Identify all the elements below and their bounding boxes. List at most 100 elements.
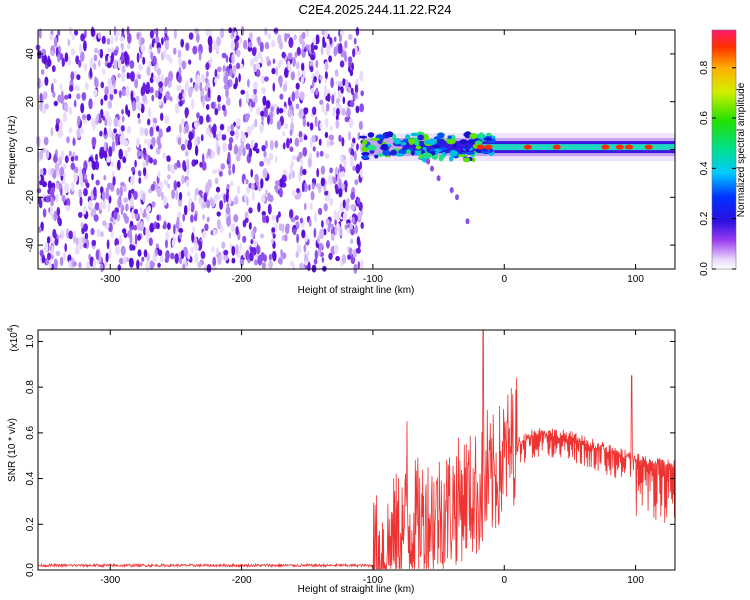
noise-speckle	[54, 101, 58, 106]
noise-speckle	[176, 85, 179, 91]
noise-speckle	[275, 155, 278, 162]
noise-speckle	[212, 169, 217, 174]
noise-speckle	[230, 124, 234, 131]
noise-speckle	[79, 244, 84, 250]
noise-speckle	[257, 202, 260, 212]
noise-speckle	[335, 256, 340, 261]
noise-speckle	[233, 83, 237, 89]
noise-speckle	[92, 240, 97, 246]
signal-peak-spot	[601, 145, 609, 150]
noise-speckle	[308, 184, 311, 191]
noise-speckle	[74, 100, 77, 108]
noise-speckle	[233, 214, 238, 222]
noise-speckle	[252, 190, 255, 200]
noise-speckle	[119, 36, 124, 41]
noise-speckle	[359, 103, 364, 112]
noise-speckle	[164, 179, 168, 185]
noise-speckle	[98, 32, 101, 39]
noise-speckle	[127, 43, 131, 50]
noise-speckle	[293, 228, 296, 235]
noise-speckle	[157, 187, 162, 197]
noise-speckle	[54, 238, 58, 245]
noise-speckle	[99, 201, 104, 210]
noise-speckle	[68, 94, 71, 99]
noise-speckle	[181, 250, 184, 259]
signal-blob	[394, 138, 401, 144]
noise-speckle	[188, 59, 191, 64]
noise-speckle	[191, 99, 194, 110]
noise-speckle	[194, 253, 198, 263]
noise-speckle	[361, 222, 364, 229]
noise-speckle	[338, 135, 341, 142]
noise-speckle	[92, 137, 97, 147]
noise-speckle	[338, 81, 342, 87]
noise-speckle	[279, 94, 283, 100]
signal-blob	[460, 139, 468, 144]
noise-speckle	[217, 66, 222, 72]
noise-speckle	[167, 174, 171, 179]
noise-speckle	[305, 108, 308, 114]
noise-speckle	[138, 119, 142, 124]
noise-speckle	[300, 218, 303, 224]
noise-speckle	[127, 26, 130, 36]
noise-speckle	[291, 71, 295, 80]
noise-speckle	[164, 80, 167, 87]
noise-speckle	[42, 181, 47, 187]
signal-blob	[458, 154, 467, 157]
noise-speckle	[321, 46, 324, 55]
noise-speckle	[39, 150, 43, 160]
noise-speckle	[142, 57, 145, 65]
noise-speckle	[173, 48, 177, 55]
noise-speckle	[121, 89, 126, 96]
noise-speckle	[240, 64, 244, 69]
noise-speckle	[121, 52, 125, 62]
noise-speckle	[296, 61, 299, 70]
noise-speckle	[287, 109, 292, 118]
noise-speckle	[288, 37, 293, 48]
signal-blob	[362, 140, 367, 145]
noise-speckle	[150, 262, 155, 267]
noise-speckle	[119, 235, 123, 245]
noise-speckle	[69, 26, 72, 35]
noise-speckle	[228, 169, 231, 176]
noise-speckle	[313, 76, 317, 83]
noise-speckle	[240, 90, 245, 95]
noise-speckle	[303, 118, 306, 127]
noise-speckle	[284, 33, 287, 43]
noise-speckle	[118, 264, 122, 270]
noise-speckle	[334, 225, 337, 236]
colorbar-tick-label: 0.0	[699, 262, 710, 276]
noise-speckle	[113, 212, 117, 220]
noise-speckle	[231, 41, 235, 51]
noise-speckle	[169, 96, 172, 101]
snr-y-tick-label: 1.0	[25, 334, 36, 348]
noise-speckle	[284, 234, 287, 241]
noise-speckle	[344, 51, 347, 61]
noise-speckle	[280, 178, 284, 188]
noise-speckle	[178, 57, 182, 68]
noise-speckle	[310, 122, 314, 130]
noise-speckle	[315, 116, 318, 127]
noise-speckle	[142, 95, 147, 103]
noise-speckle	[242, 236, 246, 243]
noise-speckle	[251, 102, 256, 108]
noise-speckle	[103, 175, 106, 180]
noise-speckle	[307, 251, 310, 257]
noise-speckle	[179, 123, 182, 134]
noise-speckle	[343, 199, 346, 208]
noise-speckle	[99, 131, 102, 137]
noise-speckle	[348, 87, 351, 93]
noise-speckle	[227, 126, 230, 134]
noise-speckle	[64, 95, 68, 100]
noise-speckle	[69, 85, 73, 92]
noise-speckle	[101, 82, 105, 89]
noise-speckle	[151, 95, 154, 102]
signal-blob	[400, 142, 406, 146]
noise-speckle	[157, 215, 160, 221]
noise-speckle	[355, 225, 358, 234]
noise-speckle	[73, 172, 78, 183]
noise-speckle	[257, 255, 262, 266]
noise-speckle	[226, 184, 229, 190]
noise-speckle	[104, 142, 107, 152]
noise-speckle	[217, 254, 221, 265]
